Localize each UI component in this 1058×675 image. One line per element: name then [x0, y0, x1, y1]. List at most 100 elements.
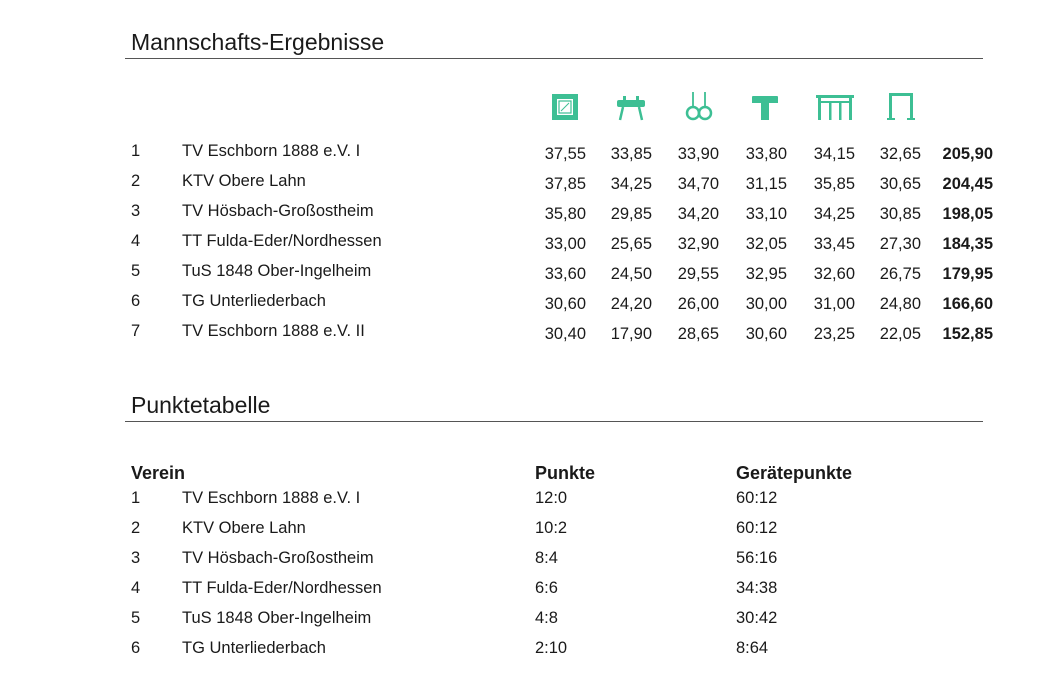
score-high-bar: 22,05	[879, 325, 921, 343]
apparatus-points-cell: 8:64	[736, 639, 769, 657]
team-results-title: Mannschafts-Ergebnisse	[131, 29, 385, 55]
apparatus-points-cell: 30:42	[736, 609, 778, 627]
team-name-cell: KTV Obere Lahn	[182, 172, 306, 190]
points-cell: 4:8	[535, 609, 558, 627]
team-name-cell: TG Unterliederbach	[182, 292, 326, 310]
points-cell: 12:0	[535, 489, 568, 507]
points-cell: 6:6	[535, 579, 558, 597]
score-parallel-bars: 34,15	[813, 145, 855, 163]
score-pommel-horse: 24,20	[610, 295, 652, 313]
score-vault: 32,05	[745, 235, 787, 253]
team-name-cell: TV Eschborn 1888 e.V. II	[182, 322, 365, 340]
score-high-bar: 30,85	[879, 205, 921, 223]
header-points: Punkte	[535, 463, 596, 483]
apparatus-points-cell: 34:38	[736, 579, 778, 597]
pommel-horse-icon	[615, 90, 647, 122]
score-total: 152,85	[942, 325, 993, 343]
team-name-cell: TT Fulda-Eder/Nordhessen	[182, 579, 382, 597]
rings-icon	[683, 90, 715, 122]
team-name-cell: TuS 1848 Ober-Ingelheim	[182, 262, 372, 280]
points-cell: 10:2	[535, 519, 568, 537]
points-table-divider	[125, 421, 983, 422]
points-table-title: Punktetabelle	[131, 392, 271, 418]
header-apparatus-points: Gerätepunkte	[736, 463, 853, 483]
header-club: Verein	[131, 463, 186, 483]
apparatus-points-cell: 60:12	[736, 489, 778, 507]
score-floor: 33,60	[544, 265, 586, 283]
score-rings: 32,90	[677, 235, 719, 253]
score-high-bar: 27,30	[879, 235, 921, 253]
score-parallel-bars: 31,00	[813, 295, 855, 313]
rank-cell: 4	[131, 232, 141, 250]
apparatus-points-cell: 56:16	[736, 549, 778, 567]
rank-cell: 4	[131, 579, 141, 597]
score-rings: 34,70	[677, 175, 719, 193]
score-floor: 35,80	[544, 205, 586, 223]
high-bar-icon	[885, 90, 917, 122]
rank-cell: 1	[131, 142, 141, 160]
team-name-cell: TuS 1848 Ober-Ingelheim	[182, 609, 372, 627]
rank-cell: 3	[131, 202, 141, 220]
score-pommel-horse: 33,85	[610, 145, 652, 163]
score-total: 166,60	[942, 295, 993, 313]
team-name-cell: KTV Obere Lahn	[182, 519, 306, 537]
rank-cell: 5	[131, 609, 141, 627]
score-parallel-bars: 35,85	[813, 175, 855, 193]
rank-cell: 3	[131, 549, 141, 567]
score-high-bar: 26,75	[879, 265, 921, 283]
score-parallel-bars: 34,25	[813, 205, 855, 223]
score-vault: 32,95	[745, 265, 787, 283]
score-vault: 30,60	[745, 325, 787, 343]
rank-cell: 6	[131, 639, 141, 657]
score-pommel-horse: 17,90	[610, 325, 652, 343]
score-high-bar: 24,80	[879, 295, 921, 313]
score-pommel-horse: 34,25	[610, 175, 652, 193]
rank-cell: 7	[131, 322, 141, 340]
rank-cell: 5	[131, 262, 141, 280]
score-high-bar: 30,65	[879, 175, 921, 193]
score-parallel-bars: 32,60	[813, 265, 855, 283]
score-pommel-horse: 25,65	[610, 235, 652, 253]
score-floor: 37,85	[544, 175, 586, 193]
points-cell: 2:10	[535, 639, 568, 657]
rank-cell: 1	[131, 489, 141, 507]
score-rings: 34,20	[677, 205, 719, 223]
vault-icon	[749, 90, 781, 122]
score-total: 184,35	[942, 235, 993, 253]
score-parallel-bars: 23,25	[813, 325, 855, 343]
rank-cell: 2	[131, 172, 141, 190]
team-results-divider	[125, 58, 983, 59]
score-floor: 37,55	[544, 145, 586, 163]
team-name-cell: TG Unterliederbach	[182, 639, 326, 657]
rank-cell: 6	[131, 292, 141, 310]
apparatus-points-cell: 60:12	[736, 519, 778, 537]
score-floor: 30,40	[544, 325, 586, 343]
score-rings: 29,55	[677, 265, 719, 283]
score-floor: 33,00	[544, 235, 586, 253]
score-pommel-horse: 29,85	[610, 205, 652, 223]
rank-cell: 2	[131, 519, 141, 537]
score-vault: 30,00	[745, 295, 787, 313]
score-total: 204,45	[942, 175, 993, 193]
score-vault: 33,80	[745, 145, 787, 163]
score-total: 205,90	[942, 145, 993, 163]
parallel-bars-icon	[815, 90, 854, 122]
score-vault: 31,15	[745, 175, 787, 193]
score-rings: 33,90	[677, 145, 719, 163]
team-name-cell: TV Hösbach-Großostheim	[182, 202, 374, 220]
floor-icon	[549, 90, 581, 122]
score-pommel-horse: 24,50	[610, 265, 652, 283]
team-name-cell: TV Eschborn 1888 e.V. I	[182, 489, 361, 507]
score-rings: 28,65	[677, 325, 719, 343]
team-name-cell: TV Eschborn 1888 e.V. I	[182, 142, 361, 160]
score-total: 179,95	[942, 265, 993, 283]
team-name-cell: TT Fulda-Eder/Nordhessen	[182, 232, 382, 250]
team-name-cell: TV Hösbach-Großostheim	[182, 549, 374, 567]
score-total: 198,05	[942, 205, 993, 223]
score-vault: 33,10	[745, 205, 787, 223]
score-rings: 26,00	[677, 295, 719, 313]
score-floor: 30,60	[544, 295, 586, 313]
points-cell: 8:4	[535, 549, 558, 567]
score-parallel-bars: 33,45	[813, 235, 855, 253]
score-high-bar: 32,65	[879, 145, 921, 163]
